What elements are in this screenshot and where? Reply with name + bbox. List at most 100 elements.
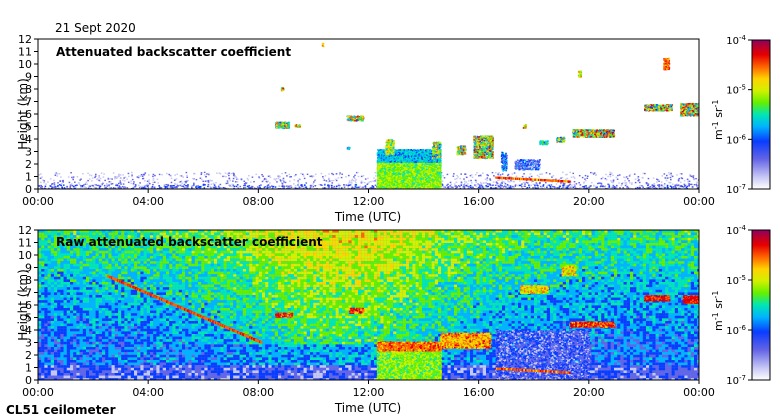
backscatter-cell (653, 185, 655, 187)
backscatter-cell (670, 186, 673, 189)
backscatter-cell (573, 177, 576, 179)
backscatter-cell (545, 172, 548, 174)
backscatter-cell (123, 180, 126, 182)
backscatter-cell (53, 179, 55, 182)
backscatter-cell (522, 177, 524, 179)
backscatter-cell (498, 179, 501, 181)
backscatter-cell (209, 179, 211, 181)
backscatter-cell (651, 187, 653, 189)
backscatter-cell (534, 186, 536, 188)
backscatter-cell (268, 175, 271, 177)
backscatter-cell (191, 186, 194, 188)
backscatter-cell (140, 173, 143, 176)
backscatter-cell (645, 182, 648, 185)
backscatter-cell (80, 185, 82, 187)
backscatter-cell (41, 186, 43, 188)
backscatter-cell (132, 187, 135, 189)
backscatter-cell (576, 187, 578, 189)
backscatter-cell (666, 184, 669, 187)
backscatter-cell (96, 178, 98, 181)
backscatter-cell (246, 177, 249, 180)
backscatter-cell (99, 185, 102, 187)
backscatter-cell (563, 186, 566, 188)
backscatter-cell (301, 185, 304, 188)
backscatter-cell (474, 174, 477, 176)
backscatter-cell (209, 185, 211, 188)
backscatter-cell (51, 183, 54, 185)
backscatter-cell (59, 180, 62, 183)
backscatter-cell (569, 183, 571, 185)
backscatter-cell (513, 180, 515, 183)
backscatter-cell (237, 178, 239, 181)
backscatter-cell (499, 184, 502, 186)
backscatter-cell (374, 175, 377, 177)
backscatter-cell (485, 185, 487, 187)
backscatter-cell (205, 176, 207, 178)
backscatter-cell (556, 181, 559, 183)
backscatter-cell (153, 181, 156, 183)
backscatter-cell (584, 174, 587, 177)
backscatter-cell (370, 186, 373, 189)
backscatter-cell (471, 187, 473, 189)
backscatter-cell (493, 175, 495, 177)
backscatter-cell (246, 185, 249, 188)
backscatter-cell (289, 180, 291, 182)
backscatter-cell (295, 187, 297, 189)
backscatter-cell (170, 177, 173, 180)
backscatter-cell (693, 183, 696, 186)
backscatter-cell (213, 184, 216, 186)
backscatter-cell (91, 184, 94, 187)
backscatter-cell (610, 173, 613, 175)
backscatter-cell (69, 185, 72, 188)
backscatter-cell (40, 187, 43, 189)
backscatter-cell (452, 186, 454, 189)
backscatter-cell (310, 175, 313, 177)
backscatter-cell (181, 182, 184, 184)
backscatter-cell (524, 181, 526, 184)
backscatter-cell (185, 171, 188, 174)
backscatter-cell (604, 185, 606, 188)
backscatter-cell (228, 172, 230, 174)
backscatter-cell (117, 182, 120, 185)
backscatter-cell (62, 184, 65, 186)
backscatter-cell (670, 185, 673, 188)
backscatter-cell (193, 184, 195, 186)
backscatter-cell (106, 185, 109, 187)
backscatter-cell (43, 180, 46, 182)
backscatter-cell (475, 185, 477, 187)
backscatter-cell (335, 178, 337, 180)
backscatter-cell (465, 181, 468, 183)
backscatter-cell (455, 186, 458, 189)
backscatter-cell (474, 179, 477, 182)
backscatter-cell (318, 183, 321, 186)
backscatter-cell (143, 173, 145, 175)
backscatter-cell (43, 181, 45, 184)
backscatter-cell (655, 187, 658, 189)
backscatter-cell (364, 185, 367, 187)
backscatter-cell (174, 174, 176, 176)
backscatter-cell (447, 183, 449, 186)
backscatter-cell (690, 183, 693, 186)
backscatter-cell (71, 183, 73, 185)
backscatter-cell (306, 173, 309, 176)
backscatter-cell (146, 180, 149, 182)
backscatter-cell (107, 177, 110, 179)
backscatter-cell (628, 180, 630, 182)
backscatter-cell (206, 173, 208, 175)
backscatter-cell (321, 184, 323, 187)
backscatter-cell (87, 186, 90, 188)
backscatter-cell (223, 187, 226, 189)
backscatter-cell (200, 178, 203, 181)
backscatter-cell (118, 187, 121, 189)
backscatter-cell (453, 173, 455, 175)
backscatter-cell (114, 178, 116, 180)
backscatter-cell (609, 171, 612, 174)
backscatter-cell (104, 186, 106, 188)
backscatter-cell (187, 184, 189, 186)
backscatter-cell (549, 185, 552, 188)
backscatter-cell (158, 185, 160, 187)
backscatter-cell (281, 172, 283, 175)
backscatter-cell (627, 187, 630, 189)
backscatter-cell (244, 184, 246, 187)
backscatter-cell (326, 187, 329, 189)
